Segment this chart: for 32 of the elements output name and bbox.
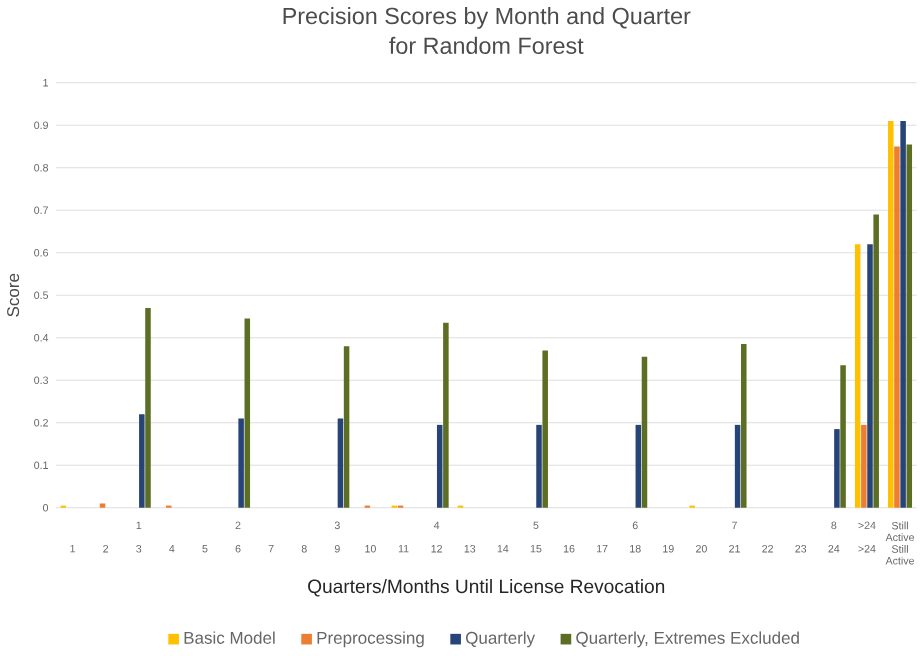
bar — [343, 346, 350, 509]
bar — [888, 121, 894, 509]
bar — [906, 144, 913, 509]
bar — [238, 418, 244, 509]
legend-label: Basic Model — [184, 631, 275, 645]
bar — [635, 425, 642, 509]
bar — [873, 214, 879, 509]
bar — [99, 503, 106, 509]
y-axis-title: Score — [7, 274, 20, 317]
bar — [641, 357, 648, 509]
bar — [861, 425, 867, 509]
bar — [734, 425, 741, 509]
bar — [900, 121, 906, 509]
bar — [854, 244, 861, 509]
legend-label: Preprocessing — [317, 631, 424, 648]
chart-title: Precision Scores by Month and Quarter for Random Forest — [283, 7, 691, 55]
bar — [145, 308, 151, 509]
bar — [867, 244, 873, 509]
bar — [834, 429, 840, 509]
x-axis-title: Quarters/Months Until License Revocation — [308, 579, 665, 597]
bar — [244, 318, 251, 509]
bar — [542, 350, 548, 509]
bar — [536, 425, 542, 509]
legend-label: Quarterly — [465, 631, 536, 648]
bar — [840, 365, 846, 509]
bar — [443, 323, 449, 509]
bar — [741, 344, 747, 509]
bar — [436, 425, 443, 509]
legend-label: Quarterly, Extremes Excluded — [576, 631, 799, 648]
bar — [894, 146, 900, 509]
bar — [139, 414, 145, 509]
bar — [337, 418, 344, 509]
